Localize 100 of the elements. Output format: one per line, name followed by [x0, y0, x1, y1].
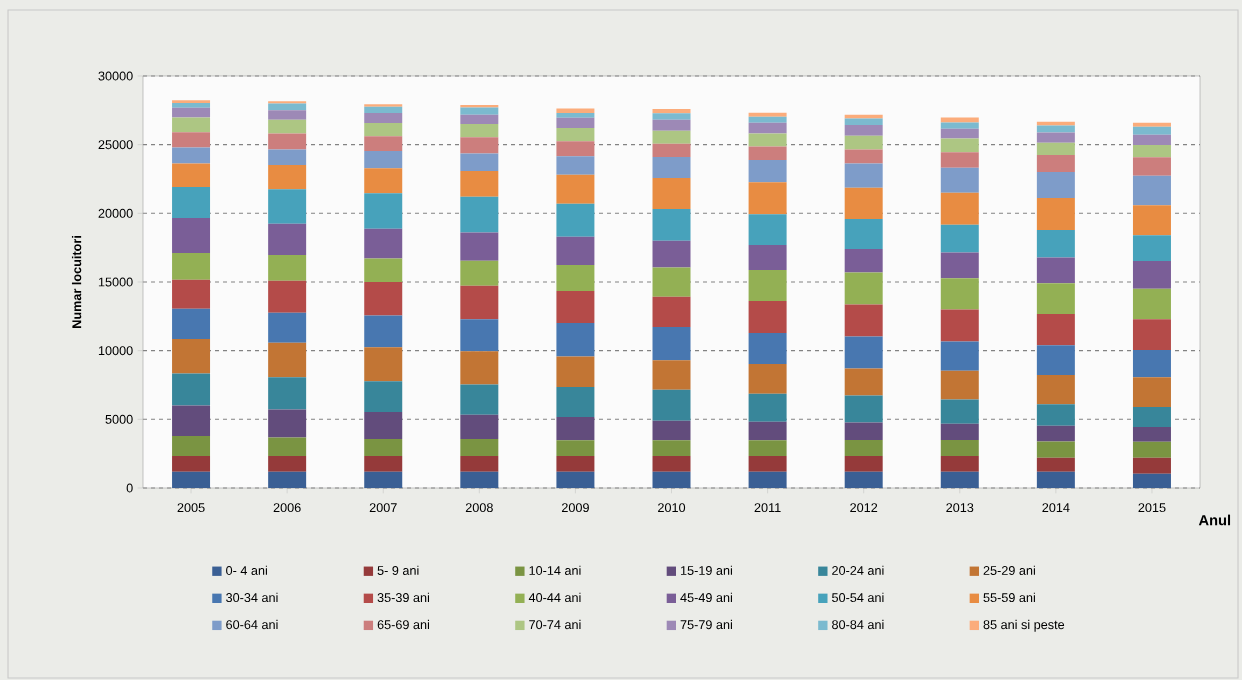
- bar: [364, 228, 403, 259]
- legend-label: 40-44 ani: [528, 592, 581, 603]
- bar: [460, 170, 499, 197]
- bar: [172, 253, 211, 280]
- bar: [556, 203, 595, 237]
- bar: [460, 471, 499, 488]
- bar: [844, 135, 883, 150]
- y-tick-label: 25000: [98, 140, 133, 150]
- bar: [652, 389, 691, 421]
- bar: [364, 381, 403, 412]
- bar: [364, 168, 403, 194]
- bar: [1132, 126, 1171, 135]
- bar: [460, 123, 499, 138]
- bar: [748, 182, 787, 215]
- bar: [844, 272, 883, 305]
- bar: [1036, 155, 1075, 173]
- bar: [844, 395, 883, 423]
- bar: [172, 132, 211, 148]
- legend-label: 25-29 ani: [983, 565, 1035, 575]
- bar: [364, 315, 403, 348]
- bar: [556, 112, 595, 118]
- bar: [460, 260, 499, 286]
- bar: [172, 107, 211, 118]
- bar: [748, 363, 787, 394]
- bar: [172, 117, 211, 133]
- bar: [748, 133, 787, 147]
- bar: [1036, 457, 1075, 472]
- bar: [844, 248, 883, 273]
- bar: [940, 423, 979, 440]
- bar: [1132, 205, 1171, 236]
- bar: [940, 138, 979, 153]
- bar: [268, 437, 307, 456]
- bar: [940, 224, 979, 253]
- bar: [460, 414, 499, 439]
- bar: [364, 104, 403, 107]
- bar: [940, 341, 979, 371]
- bar: [940, 122, 979, 129]
- bar: [460, 455, 499, 472]
- bar: [460, 351, 499, 385]
- bar: [940, 167, 979, 193]
- bar: [940, 117, 979, 123]
- bar: [556, 117, 595, 128]
- bar: [364, 282, 403, 316]
- bar: [940, 252, 979, 279]
- bar: [364, 438, 403, 456]
- bar: [556, 356, 595, 388]
- legend-label: 80-84 ani: [832, 619, 884, 630]
- bar: [556, 291, 595, 324]
- bar: [1132, 457, 1171, 474]
- bar: [268, 342, 307, 378]
- bar: [1036, 345, 1075, 375]
- bar: [652, 471, 691, 488]
- bar: [1036, 125, 1075, 133]
- bar: [556, 236, 595, 266]
- bar: [556, 141, 595, 157]
- bar: [844, 163, 883, 188]
- bar: [1036, 313, 1075, 346]
- bar: [652, 420, 691, 441]
- legend-label: 85 ani si peste: [983, 619, 1065, 632]
- x-tick-label: 2006: [273, 503, 301, 513]
- bar: [748, 122, 787, 134]
- bar: [172, 163, 211, 187]
- bar: [364, 347, 403, 382]
- bar: [652, 240, 691, 268]
- bar: [652, 360, 691, 390]
- bar: [364, 258, 403, 283]
- bar: [844, 149, 883, 164]
- y-tick-label: 30000: [98, 71, 133, 81]
- bar: [844, 455, 883, 472]
- bar: [172, 147, 211, 164]
- bar: [652, 119, 691, 131]
- bar: [1036, 257, 1075, 284]
- bar: [1036, 471, 1075, 488]
- bar: [364, 136, 403, 152]
- bar: [748, 332, 787, 364]
- bar: [748, 421, 787, 441]
- bar: [364, 471, 403, 488]
- bar: [172, 455, 211, 472]
- bar: [940, 152, 979, 168]
- bar: [1132, 288, 1171, 320]
- legend-label: 30-34 ani: [226, 592, 278, 603]
- bar: [844, 118, 883, 125]
- bar: [460, 196, 499, 233]
- bar: [748, 146, 787, 160]
- x-tick-label: 2005: [177, 503, 205, 513]
- bar: [1132, 144, 1171, 158]
- y-tick-label: 0: [126, 483, 133, 493]
- y-tick-label: 20000: [98, 208, 133, 218]
- bar: [1036, 230, 1075, 258]
- legend-label: 5- 9 ani: [377, 565, 419, 575]
- bar: [556, 387, 595, 417]
- bar: [652, 130, 691, 144]
- x-tick-label: 2012: [850, 503, 878, 513]
- bar: [940, 278, 979, 310]
- legend-label: 55-59 ani: [983, 592, 1035, 603]
- bar: [1036, 198, 1075, 231]
- bar: [1132, 441, 1171, 458]
- y-tick-label: 5000: [105, 414, 133, 424]
- bar: [556, 108, 595, 113]
- bar: [652, 178, 691, 210]
